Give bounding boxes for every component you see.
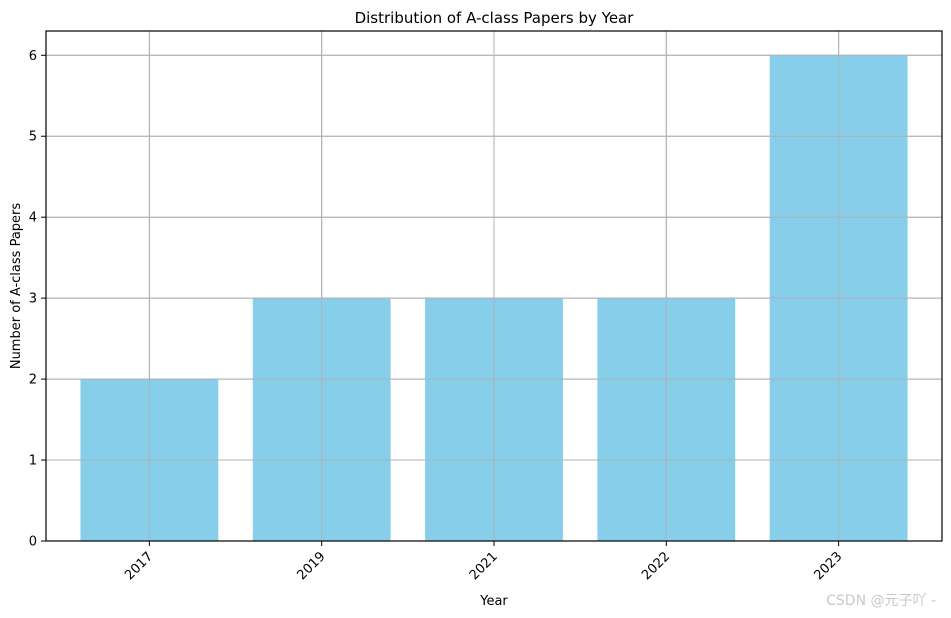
x-tick-label: 2021 xyxy=(467,549,501,583)
y-tick-label: 6 xyxy=(29,49,37,64)
y-tick-label: 4 xyxy=(29,211,37,226)
x-gridlines-overlay xyxy=(148,31,840,541)
x-tick-label: 2022 xyxy=(639,549,673,583)
y-axis-ticks: 0 1 2 3 4 5 6 xyxy=(29,49,46,550)
y-tick-label: 0 xyxy=(29,535,37,550)
y-tick-label: 1 xyxy=(29,454,37,469)
watermark: CSDN @元子吖 - xyxy=(826,593,936,609)
x-tick-label: 2023 xyxy=(811,549,845,583)
chart-title: Distribution of A-class Papers by Year xyxy=(355,9,635,27)
x-tick-label: 2017 xyxy=(122,549,156,583)
y-axis-label: Number of A-class Papers xyxy=(9,203,24,370)
x-tick-label: 2019 xyxy=(295,549,329,583)
y-tick-label: 3 xyxy=(29,292,37,307)
y-tick-label: 2 xyxy=(29,373,37,388)
x-axis-label: Year xyxy=(479,594,508,609)
x-axis-ticks: 2017 2019 2021 2022 2023 xyxy=(122,541,845,583)
y-tick-label: 5 xyxy=(29,130,37,145)
